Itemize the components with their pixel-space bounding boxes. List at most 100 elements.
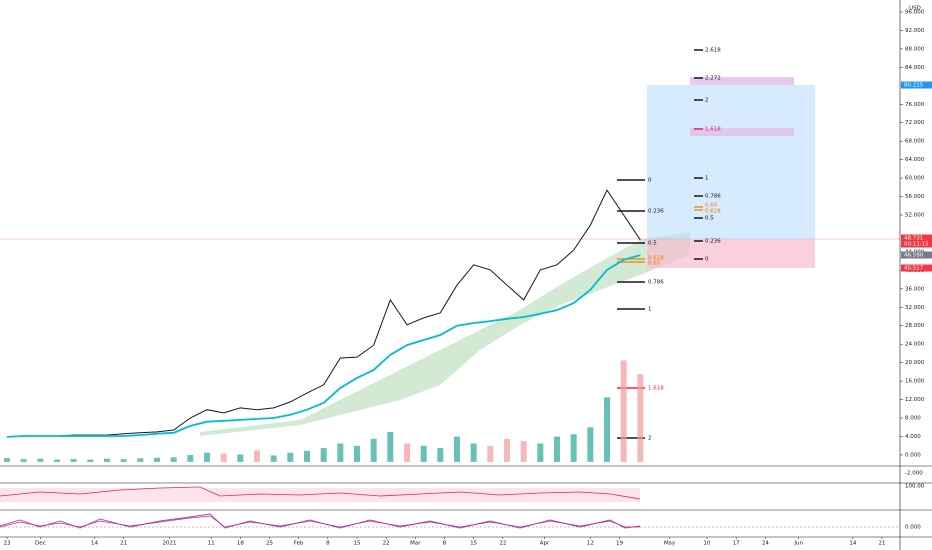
ichimoku-cloud bbox=[200, 232, 690, 436]
volume-bar bbox=[354, 445, 360, 462]
x-tick-label: Dec bbox=[35, 541, 46, 547]
price-tag bbox=[901, 234, 932, 242]
x-tick-label: 21 bbox=[879, 541, 886, 547]
volume-bar bbox=[4, 458, 10, 462]
pane-label: 100.00 bbox=[905, 484, 925, 490]
x-tick-label: 15 bbox=[354, 541, 361, 547]
y-tick-label: 24.000 bbox=[905, 342, 925, 348]
y-tick-label: 8.000 bbox=[905, 416, 921, 422]
price-tag-label: 00:11:15 bbox=[904, 242, 929, 248]
y-tick-label: 92.000 bbox=[905, 28, 925, 34]
fib-label: 0.5 bbox=[705, 216, 714, 222]
x-tick-label: 15 bbox=[470, 541, 477, 547]
rsi-band bbox=[0, 488, 640, 502]
fib-label: 0.236 bbox=[705, 239, 721, 245]
price-tag bbox=[901, 240, 932, 248]
fib-label: 1.618 bbox=[705, 127, 721, 133]
fib-label: 2 bbox=[705, 98, 709, 104]
volume-bar bbox=[54, 459, 60, 462]
stop-zone bbox=[647, 240, 815, 268]
y-tick-label: 16.000 bbox=[905, 379, 925, 385]
price-tag bbox=[901, 251, 932, 259]
volume-bar bbox=[37, 458, 44, 462]
target-zone bbox=[647, 85, 815, 240]
y-tick-label: 20.000 bbox=[905, 360, 925, 366]
rsi-line bbox=[0, 486, 641, 500]
fib-label: 0.5 bbox=[648, 241, 657, 247]
price-tag-label: 48.731 bbox=[904, 236, 923, 242]
y-tick-label: 76.000 bbox=[905, 102, 925, 108]
fib-band bbox=[690, 128, 794, 136]
volume-bar bbox=[520, 441, 527, 462]
x-tick-label: 14 bbox=[91, 541, 98, 547]
fib-label: 2.272 bbox=[705, 76, 721, 82]
volume-bar bbox=[437, 448, 444, 462]
volume-bar bbox=[620, 360, 627, 462]
pane-label: 0.000 bbox=[905, 525, 921, 531]
fib-label: 0 bbox=[705, 257, 709, 263]
volume-bar bbox=[154, 457, 160, 462]
stoch-signal bbox=[0, 515, 640, 528]
volume-bar bbox=[187, 455, 194, 462]
volume-bar bbox=[270, 455, 277, 462]
y-tick-label: 88.000 bbox=[905, 46, 925, 52]
volume-bar bbox=[170, 457, 177, 462]
fib-label: 1 bbox=[705, 176, 709, 182]
price-tag-label: 80.215 bbox=[904, 83, 924, 89]
y-tick-label: 4.000 bbox=[905, 434, 921, 440]
volume-bar bbox=[137, 458, 144, 462]
volume-bar bbox=[104, 458, 110, 462]
fib-label: 2.618 bbox=[705, 48, 721, 54]
y-tick-label: 84.000 bbox=[905, 65, 925, 71]
x-tick-label: 12 bbox=[587, 541, 594, 547]
y-tick-label: 72.000 bbox=[905, 120, 925, 126]
volume-bar bbox=[220, 453, 227, 462]
x-tick-label: 22 bbox=[499, 541, 506, 547]
x-tick-label: 23 bbox=[4, 541, 11, 547]
volume-bar bbox=[604, 397, 610, 462]
volume-bar bbox=[537, 443, 544, 462]
x-tick-label: 8 bbox=[326, 541, 330, 547]
volume-bar bbox=[320, 448, 327, 462]
x-tick-label: 19 bbox=[616, 541, 623, 547]
fib-band bbox=[690, 77, 794, 85]
fib-label: 0.786 bbox=[648, 280, 664, 286]
y-tick-label: 64.000 bbox=[905, 157, 925, 163]
volume-bar bbox=[120, 459, 127, 462]
x-tick-label: 8 bbox=[443, 541, 447, 547]
y-tick-label: 36.000 bbox=[905, 286, 925, 292]
volume-bar bbox=[404, 443, 410, 462]
fib-label: 0.786 bbox=[705, 194, 721, 200]
ma-line bbox=[6, 254, 641, 438]
x-tick-label: 18 bbox=[237, 541, 244, 547]
fib-label: 1.618 bbox=[648, 386, 664, 392]
volume-bar bbox=[387, 431, 394, 462]
volume-bar bbox=[504, 438, 510, 462]
volume-bar bbox=[20, 459, 27, 462]
x-tick-label: 25 bbox=[266, 541, 273, 547]
x-tick-label: Jun bbox=[793, 541, 803, 547]
volume-bar bbox=[454, 436, 460, 462]
currency: USD bbox=[909, 6, 921, 12]
y-tick-label: 56.000 bbox=[905, 194, 925, 200]
y-tick-label: 68.000 bbox=[905, 139, 925, 145]
volume-bar bbox=[304, 450, 310, 462]
volume-bar bbox=[587, 427, 594, 462]
x-tick-label: 11 bbox=[208, 541, 215, 547]
volume-bar bbox=[554, 436, 560, 462]
x-tick-label: 14 bbox=[849, 541, 856, 547]
x-tick-label: 2021 bbox=[163, 541, 177, 547]
fib-label: 0.618 bbox=[705, 209, 721, 215]
x-tick-label: 22 bbox=[383, 541, 390, 547]
y-tick-label: 96.000 bbox=[905, 9, 925, 15]
volume-bar bbox=[70, 459, 77, 462]
x-tick-label: 17 bbox=[733, 541, 740, 547]
price-tag bbox=[901, 264, 932, 272]
y-tick-label: 12.000 bbox=[905, 397, 925, 403]
volume-bar bbox=[287, 452, 294, 462]
volume-bar bbox=[337, 443, 344, 462]
price-tag-label: 46.590 bbox=[904, 253, 924, 259]
x-tick-label: 24 bbox=[762, 541, 769, 547]
